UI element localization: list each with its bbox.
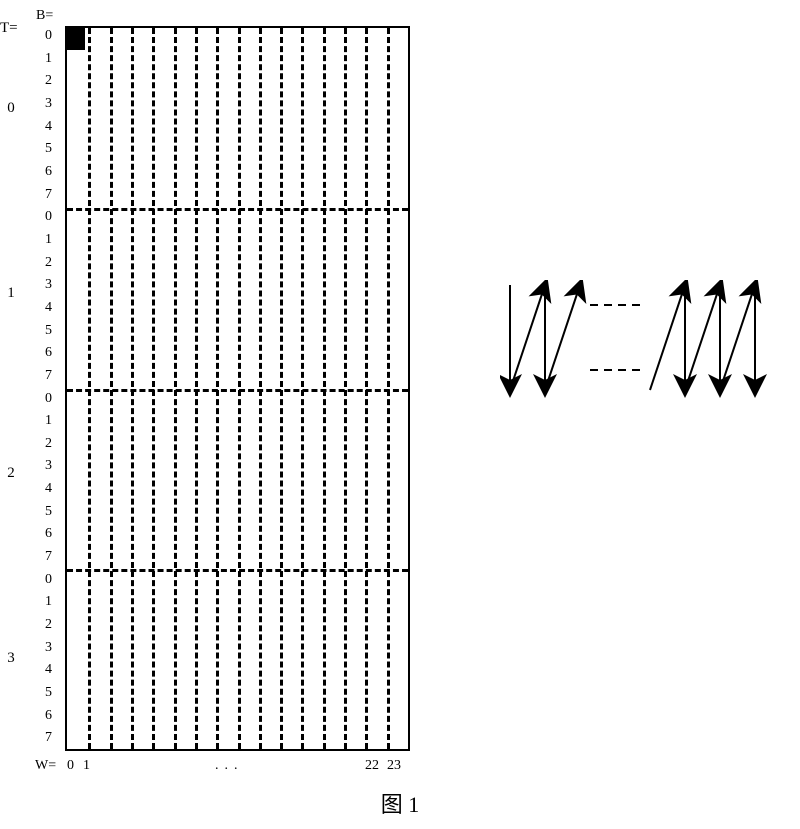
w-tick-1: 1 [83,758,90,774]
b-tick: 4 [40,119,56,134]
b-tick: 0 [40,28,56,43]
b-tick: 0 [40,572,56,587]
b-tick: 4 [40,662,56,677]
b-tick: 4 [40,481,56,496]
b-tick: 7 [40,368,56,383]
grid-hline [67,208,408,211]
t-tick-0: 0 [2,100,19,116]
w-tick-0: 0 [67,758,74,774]
w-tick-23: 23 [387,758,401,774]
b-tick: 3 [40,277,56,292]
b-tick: 4 [40,300,56,315]
b-tick: 7 [40,730,56,745]
b-tick: 5 [40,141,56,156]
grid-box [65,26,410,751]
b-tick: 5 [40,685,56,700]
b-tick: 5 [40,504,56,519]
b-tick: 0 [40,391,56,406]
b-tick: 6 [40,708,56,723]
b-tick: 1 [40,51,56,66]
b-tick: 2 [40,255,56,270]
b-tick: 2 [40,73,56,88]
b-tick: 2 [40,617,56,632]
t-tick-3: 3 [2,650,19,666]
b-tick: 1 [40,232,56,247]
grid-hline [67,389,408,392]
w-tick-22: 22 [365,758,379,774]
figure-caption: 图 1 [0,787,800,819]
b-tick: 7 [40,187,56,202]
b-tick: 6 [40,164,56,179]
t-tick-2: 2 [2,465,19,481]
origin-marker [67,28,85,50]
b-tick: 0 [40,209,56,224]
t-tick-1: 1 [2,285,19,301]
b-tick: 7 [40,549,56,564]
b-tick: 3 [40,96,56,111]
b-tick: 6 [40,345,56,360]
w-prefix: W= [35,758,56,774]
scan-pattern-diagram [500,280,790,410]
b-prefix: B= [36,8,53,24]
b-tick: 3 [40,458,56,473]
grid-hline [67,569,408,572]
b-tick: 6 [40,526,56,541]
b-tick: 3 [40,640,56,655]
figure-container: T= 0 1 2 3 B= 01234567012345670123456701… [0,0,800,829]
b-tick: 1 [40,594,56,609]
b-tick: 5 [40,323,56,338]
b-tick: 2 [40,436,56,451]
t-prefix: T= [0,20,18,37]
w-tick-dots: ... [215,758,244,774]
b-tick: 1 [40,413,56,428]
